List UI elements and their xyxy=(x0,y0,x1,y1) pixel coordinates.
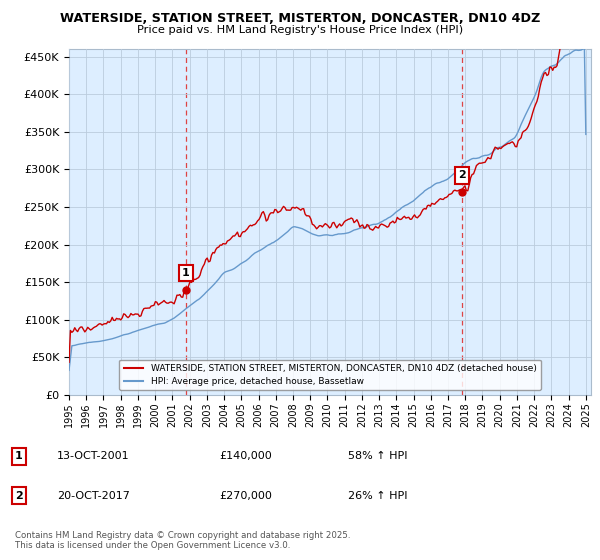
Text: 2: 2 xyxy=(458,170,466,180)
Text: £140,000: £140,000 xyxy=(219,451,272,461)
Text: 26% ↑ HPI: 26% ↑ HPI xyxy=(348,491,407,501)
Text: 1: 1 xyxy=(182,268,190,278)
Legend: WATERSIDE, STATION STREET, MISTERTON, DONCASTER, DN10 4DZ (detached house), HPI:: WATERSIDE, STATION STREET, MISTERTON, DO… xyxy=(119,360,541,390)
Text: 1: 1 xyxy=(15,451,23,461)
Text: 13-OCT-2001: 13-OCT-2001 xyxy=(57,451,130,461)
Text: 58% ↑ HPI: 58% ↑ HPI xyxy=(348,451,407,461)
Text: WATERSIDE, STATION STREET, MISTERTON, DONCASTER, DN10 4DZ: WATERSIDE, STATION STREET, MISTERTON, DO… xyxy=(60,12,540,25)
Text: 20-OCT-2017: 20-OCT-2017 xyxy=(57,491,130,501)
Text: £270,000: £270,000 xyxy=(219,491,272,501)
Text: 2: 2 xyxy=(15,491,23,501)
Text: Contains HM Land Registry data © Crown copyright and database right 2025.
This d: Contains HM Land Registry data © Crown c… xyxy=(15,530,350,550)
Text: Price paid vs. HM Land Registry's House Price Index (HPI): Price paid vs. HM Land Registry's House … xyxy=(137,25,463,35)
